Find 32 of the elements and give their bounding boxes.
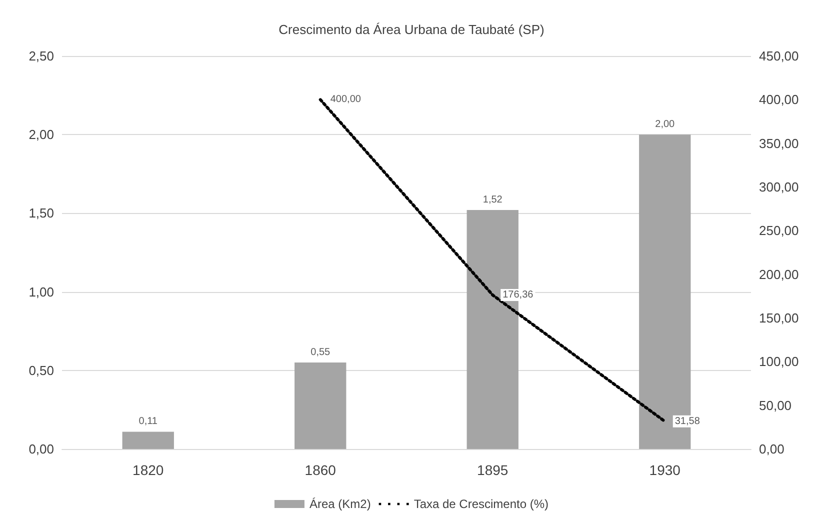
y-tick-label: 1,00 (28, 284, 54, 300)
x-tick-label: 1895 (477, 462, 508, 478)
data-label: 2,00 (655, 119, 676, 130)
data-label: 400,00 (330, 94, 362, 106)
data-label: 31,58 (674, 416, 700, 427)
y-tick-label: 2,00 (28, 127, 54, 142)
x-tick-label: 1930 (649, 462, 681, 478)
legend-label: Taxa de Crescimento (%) (414, 497, 549, 511)
x-tick-label: 1820 (132, 462, 164, 478)
bar (122, 432, 174, 449)
y2-tick-label: 200,00 (759, 266, 799, 282)
data-label: 0,11 (138, 416, 158, 428)
x-tick-label: 1860 (304, 462, 336, 478)
chart-title: Crescimento da Área Urbana de Taubaté (SP) (278, 22, 544, 37)
y2-tick-label: 150,00 (759, 310, 799, 326)
y2-tick-label: 100,00 (759, 354, 799, 370)
y2-tick-label: 450,00 (759, 48, 799, 64)
y-tick-label: 0,50 (28, 362, 54, 378)
y2-tick-label: 0,00 (759, 442, 784, 456)
data-label: 1,52 (482, 194, 503, 206)
y-tick-label: 2,50 (28, 48, 54, 64)
y-tick-label: 0,00 (28, 442, 54, 456)
y2-tick-label: 50,00 (759, 398, 792, 413)
y2-tick-label: 300,00 (759, 180, 799, 194)
y-tick-label: 1,50 (28, 206, 54, 221)
y2-tick-label: 350,00 (759, 136, 799, 151)
legend-label: Área (Km2) (309, 497, 371, 511)
data-label: 176,36 (502, 289, 534, 300)
y2-tick-label: 400,00 (759, 92, 799, 108)
data-label: 0,55 (310, 347, 331, 358)
y2-tick-label: 250,00 (759, 223, 799, 238)
bar (294, 362, 346, 449)
